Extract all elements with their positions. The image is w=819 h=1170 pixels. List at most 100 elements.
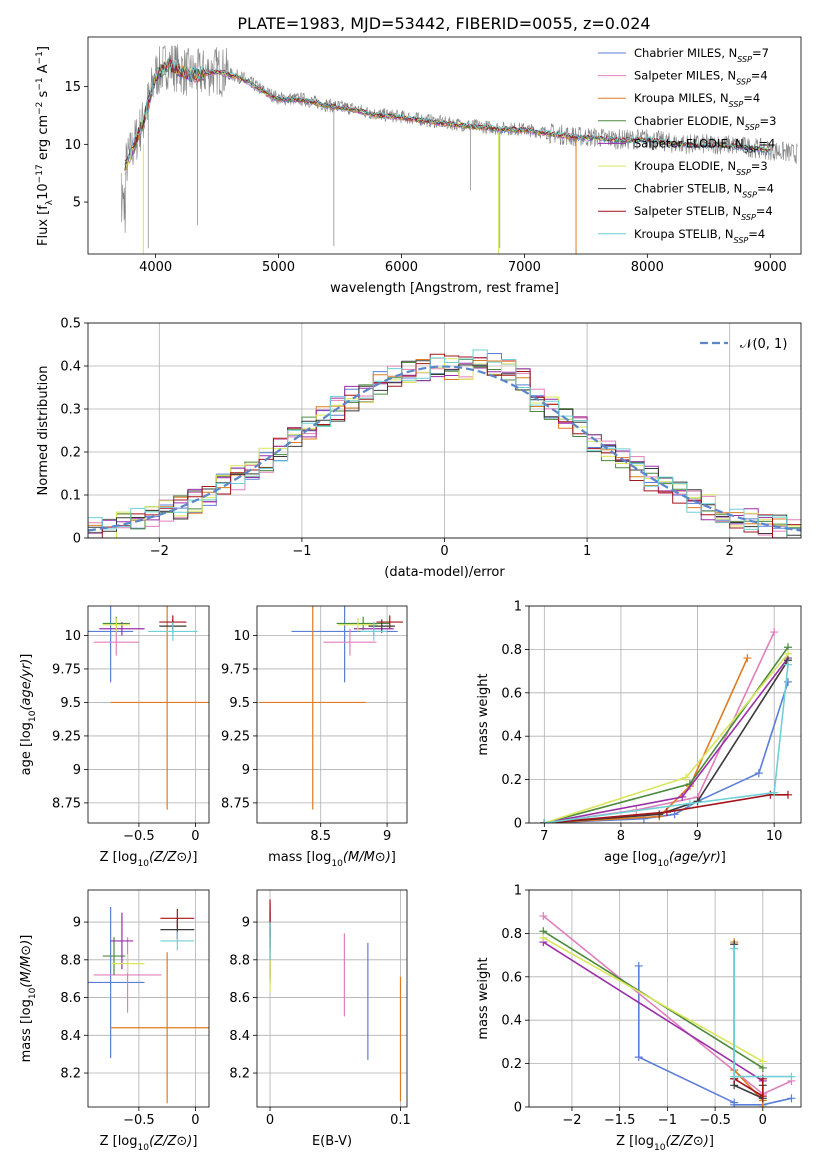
weight-marker [685,799,694,808]
y-tick-label: 10 [64,629,81,644]
legend-label: Chabrier ELODIE, NSSP=3 [634,114,776,132]
legend-label: Salpeter MILES, NSSP=4 [634,69,768,87]
weight-marker [783,790,792,799]
y-tick-label: 1 [514,884,522,899]
x-tick-label: 4000 [139,260,172,275]
legend-label: Kroupa STELIB, NSSP=4 [634,227,765,245]
y-tick-label: 8.6 [60,991,81,1006]
y-tick-label: 0.4 [501,1014,522,1029]
y-tick-label: 9 [242,763,250,778]
y-tick-label: 8.6 [229,991,250,1006]
y-tick-label: 9.75 [52,662,81,677]
y-tick-label: 0.1 [60,489,81,504]
y-tick-label: 0.4 [60,360,81,375]
weight-line [542,941,764,1082]
y-tick-label: 8.4 [60,1029,81,1044]
x-axis-label: mass [log10(M/M⊙)] [268,850,396,869]
y-tick-label: 8.2 [229,1067,250,1082]
x-tick-label: −2 [150,544,169,559]
y-tick-label: 9 [73,916,81,931]
y-axis-label: Flux [fλ10−17 erg cm−2 s−1 A−1] [35,46,55,246]
weight-marker [758,1103,767,1107]
x-tick-label: 9000 [754,260,787,275]
weight-marker [754,769,763,778]
x-tick-label: −0.5 [123,829,155,844]
weight-marker [787,1094,796,1103]
weight-marker [758,1057,767,1066]
y-tick-label: 0 [514,1101,522,1116]
weight-line [542,937,764,1063]
weight-marker [730,944,739,953]
x-tick-label: −0.5 [123,1113,155,1128]
mass-vs-Z-plot [88,906,209,1104]
x-tick-label: −1 [292,544,311,559]
y-tick-label: 8.75 [52,796,81,811]
spectrum-frame [87,36,802,255]
y-tick-label: 0.2 [501,1057,522,1072]
y-axis-label: mass weight [476,957,491,1039]
legend-label: Chabrier STELIB, NSSP=4 [634,182,774,200]
age-vs-mass-plot [259,606,404,810]
x-tick-label: 8.5 [310,829,331,844]
legend-label: Kroupa ELODIE, NSSP=3 [634,159,768,177]
y-tick-label: 9.5 [60,696,81,711]
age-vs-mass-axes: 8.5 9 8.75 9 9.25 9.5 9.75 10 mass [log10(M/M⊙)] [221,605,408,869]
x-tick-label: 5000 [262,260,295,275]
weight-vs-Z-plot [539,912,796,1107]
spectrum-axes: 4000 5000 6000 7000 8000 9000 5 10 15 wavelength … [35,36,802,296]
x-tick-label: 8000 [631,260,664,275]
x-tick-label: 0 [191,829,199,844]
y-tick-label: 9.5 [229,696,250,711]
mass-vs-Z-frame [87,889,210,1108]
weight-marker [758,1092,767,1101]
weight-vs-age-frame [528,605,802,824]
age-vs-Z-axes: −0.5 0 8.75 9 9.25 9.5 9.75 10 Z [log10(Z/Z⊙)] ag… [19,605,210,869]
weight-marker [770,628,779,637]
y-tick-label: 0.3 [60,403,81,418]
y-tick-label: 8.8 [229,953,250,968]
x-axis-label: Z [log10(Z/Z⊙)] [616,1134,714,1153]
weight-marker [743,654,752,663]
mass-vs-Z-axes: −0.5 0 8.2 8.4 8.6 8.8 9 Z [log10(Z/Z⊙)] mass [l… [19,889,210,1153]
weight-vs-age-axes: 7 8 9 10 0 0.2 0.4 0.6 0.8 1 age [log10(age/yr)] ma… [476,600,802,869]
x-tick-label: 9 [383,829,391,844]
y-tick-label: 0.8 [501,643,522,658]
histogram-step [88,353,801,538]
residuals-axes: −2 −1 0 1 2 0 0.1 0.2 0.3 0.4 0.5 (data-model)/erro… [36,317,802,580]
y-tick-label: 9.25 [52,729,81,744]
y-tick-label: 0 [514,817,522,832]
y-tick-label: 10 [233,629,250,644]
weight-vs-Z-axes: −2 −1.5 −1 −0.5 0 0 0.2 0.4 0.6 0.8 1 Z [log10(Z/Z⊙… [476,884,802,1153]
weight-marker [670,810,679,819]
x-tick-label: 9 [693,829,701,844]
x-tick-label: 0 [759,1113,767,1128]
weight-marker [540,819,549,823]
weight-marker [730,1100,739,1107]
y-axis-label: Normed distribution [36,366,51,496]
x-axis-label: (data-model)/error [384,565,505,580]
x-tick-label: −1 [658,1113,677,1128]
x-tick-label: −1.5 [604,1113,636,1128]
y-tick-label: 8.8 [60,953,81,968]
x-tick-label: 6000 [385,260,418,275]
x-tick-label: −0.5 [699,1113,731,1128]
y-tick-label: 8.75 [221,796,250,811]
y-tick-label: 0.6 [501,686,522,701]
x-tick-label: 0.1 [390,1113,411,1128]
x-axis-label: E(B-V) [312,1134,352,1149]
weight-line [544,794,788,823]
weight-line [544,664,789,823]
weight-marker [682,773,691,782]
x-tick-label: 7 [540,829,548,844]
x-axis-label: Z [log10(Z/Z⊙)] [100,1134,198,1153]
weight-line [544,657,749,823]
weight-vs-age-plot [540,628,792,823]
y-tick-label: 0.2 [60,446,81,461]
y-tick-label: 0.6 [501,970,522,985]
weight-marker [783,677,792,686]
y-axis-label: mass weight [476,673,491,755]
x-tick-label: −2 [562,1113,581,1128]
weight-marker [655,810,664,819]
y-tick-label: 1 [514,600,522,615]
weight-line [544,646,789,823]
